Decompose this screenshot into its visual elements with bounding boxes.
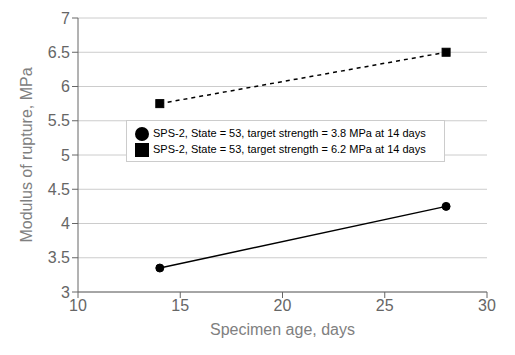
html-text:SPS-2, State = 53, target stre: SPS-2, State = 53, target strength = 3.8… [153, 127, 426, 139]
svg-text:30: 30 [478, 297, 496, 314]
svg-text:5: 5 [61, 147, 70, 164]
svg-text:20: 20 [274, 297, 292, 314]
svg-text:6.5: 6.5 [48, 44, 70, 61]
html-text:SPS-2, State = 53, target stre: SPS-2, State = 53, target strength = 6.2… [153, 143, 426, 156]
svg-text:3: 3 [61, 284, 70, 301]
svg-text:6: 6 [61, 78, 70, 95]
svg-text:7: 7 [61, 10, 70, 27]
svg-text:Modulus of rupture, MPa: Modulus of rupture, MPa [18, 67, 35, 242]
svg-text:5.5: 5.5 [48, 112, 70, 129]
svg-text:15: 15 [171, 297, 189, 314]
svg-text:Specimen age, days: Specimen age, days [210, 321, 355, 338]
svg-text:4.5: 4.5 [48, 181, 70, 198]
svg-text:25: 25 [376, 297, 394, 314]
svg-text:10: 10 [69, 297, 87, 314]
svg-text:3.5: 3.5 [48, 249, 70, 266]
svg-text:4: 4 [61, 215, 70, 232]
